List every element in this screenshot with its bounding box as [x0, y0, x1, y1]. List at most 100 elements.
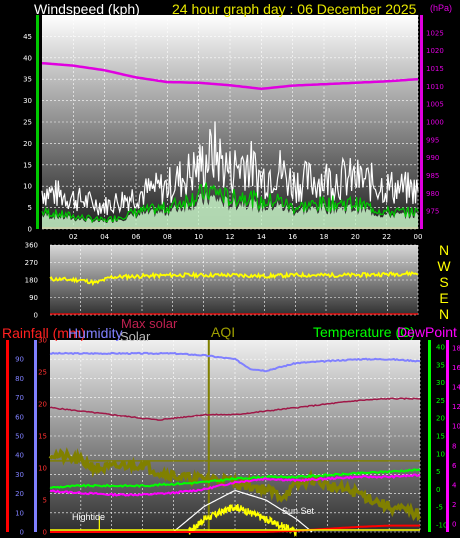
pressure-tick-label: 1025: [426, 29, 444, 37]
rainfall-tick-label: 20: [38, 401, 47, 409]
pressure-tick-label: 1010: [426, 83, 444, 91]
compass-letter: W: [437, 258, 451, 274]
dewpoint-tick-label: 18: [452, 345, 460, 353]
dewpoint-tick-label: 10: [452, 423, 460, 431]
temperature-tick-label: -5: [436, 504, 443, 512]
humidity-tick-label: 90: [15, 356, 24, 364]
wind-tick-label: 25: [23, 119, 32, 127]
pressure-label: (hPa): [430, 3, 452, 13]
pressure-tick-label: 1000: [426, 119, 444, 127]
humidity-tick-label: 60: [15, 413, 24, 421]
rainfall-tick-label: 10: [38, 465, 47, 473]
wind-tick-label: 30: [23, 97, 32, 105]
time-tick-label: 18: [320, 233, 329, 241]
humidity-line: [49, 351, 421, 373]
pressure-tick-label: 990: [426, 154, 439, 162]
rainfall-tick-label: 25: [38, 369, 47, 377]
dewpoint-tick-label: 0: [452, 521, 456, 529]
wind-speed-fill: [42, 191, 418, 229]
wind-tick-label: 35: [23, 76, 32, 84]
compass-letter: E: [439, 290, 448, 306]
time-tick-label: 10: [194, 233, 203, 241]
temperature-tick-label: 35: [436, 361, 445, 369]
temperature-tick-label: 10: [436, 450, 445, 458]
hightide-label: Hightide: [72, 512, 105, 522]
rainfall-line: [50, 524, 420, 533]
compass-letter: N: [439, 306, 449, 322]
wind-gust-line: [41, 121, 419, 216]
rainfall-tick-label: 5: [43, 497, 47, 505]
time-tick-label: 02: [69, 233, 78, 241]
pressure-tick-label: 1020: [426, 47, 444, 55]
humidity-label: Humidity: [68, 325, 122, 341]
dewpoint-tick-label: 14: [452, 384, 460, 392]
aqi-label: AQI: [211, 324, 235, 340]
wind-tick-label: 45: [23, 33, 32, 41]
time-tick-label: 00: [414, 233, 423, 241]
time-tick-label: 20: [351, 233, 360, 241]
temperature-tick-label: 0: [436, 486, 440, 494]
pressure-line: [41, 61, 419, 91]
temperature-tick-label: 5: [436, 468, 440, 476]
temperature-label: Temperature (C): [313, 324, 415, 340]
temperature-tick-label: 40: [436, 344, 445, 352]
dewpoint-tick-label: 16: [452, 364, 460, 372]
temperature-tick-label: 20: [436, 415, 445, 423]
humidity-tick-label: 70: [15, 394, 24, 402]
time-tick-label: 12: [226, 233, 235, 241]
direction-tick-label: 270: [25, 259, 38, 267]
pressure-tick-label: 980: [426, 190, 439, 198]
wind-tick-label: 10: [23, 183, 32, 191]
rainfall-tick-label: 15: [38, 433, 47, 441]
pressure-tick-label: 975: [426, 208, 439, 216]
humidity-tick-label: 0: [20, 529, 24, 537]
time-tick-label: 04: [100, 233, 109, 241]
sunset-label: Sun Set: [282, 506, 315, 516]
humidity-tick-label: 20: [15, 490, 24, 498]
rain-axis-bar: [6, 340, 9, 532]
humidity-tick-label: 80: [15, 375, 24, 383]
dewpoint-label: DewPoint: [397, 324, 457, 340]
wind-tick-label: 15: [23, 161, 32, 169]
pressure-tick-label: 985: [426, 172, 439, 180]
temperature-tick-label: -10: [436, 521, 447, 529]
humidity-tick-label: 10: [15, 509, 24, 517]
time-tick-label: 22: [382, 233, 391, 241]
wind-tick-label: 20: [23, 140, 32, 148]
solar-label: Solar: [120, 329, 151, 344]
dewpoint-line: [49, 473, 421, 497]
tick-labels: 0510152025303540459759809859909951000100…: [15, 29, 460, 536]
temperature-tick-label: 15: [436, 433, 445, 441]
max-solar-label: Max solar: [121, 316, 178, 331]
sunlight-line: [188, 504, 298, 537]
compass-letter: S: [439, 274, 448, 290]
humidity-axis-bar: [34, 340, 37, 532]
direction-tick-label: 90: [29, 294, 38, 302]
dewpoint-tick-label: 2: [452, 501, 456, 509]
max-solar-line: [49, 397, 420, 421]
wind-direction-line: [49, 269, 419, 287]
pressure-tick-label: 995: [426, 136, 439, 144]
dewpoint-axis-bar: [446, 340, 449, 532]
humidity-tick-label: 50: [15, 433, 24, 441]
temperature-axis-bar: [428, 340, 431, 532]
pressure-tick-label: 1015: [426, 65, 444, 73]
pressure-axis-bar: [420, 15, 423, 229]
temperature-line: [49, 468, 421, 489]
temperature-tick-label: 30: [436, 379, 445, 387]
windspeed-label: Windspeed (kph): [34, 1, 140, 17]
time-tick-label: 14: [257, 233, 266, 241]
series-layer: [41, 61, 422, 537]
compass-letter: N: [439, 242, 449, 258]
humidity-tick-label: 30: [15, 471, 24, 479]
dewpoint-tick-label: 12: [452, 403, 460, 411]
time-tick-label: 16: [288, 233, 297, 241]
dewpoint-tick-label: 8: [452, 442, 456, 450]
temperature-tick-label: 25: [436, 397, 445, 405]
graph-title: 24 hour graph day : 06 December 2025: [172, 1, 417, 17]
wind-average-line: [41, 182, 419, 224]
dewpoint-tick-label: 4: [452, 481, 457, 489]
wind-tick-label: 5: [28, 204, 32, 212]
